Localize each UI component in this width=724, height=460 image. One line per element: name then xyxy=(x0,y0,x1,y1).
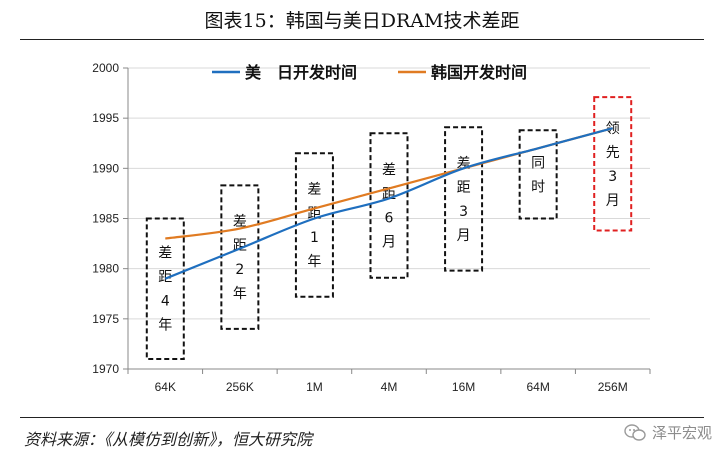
x-tick-label: 1M xyxy=(306,380,323,394)
x-tick-label: 256M xyxy=(598,380,628,394)
annotation-char: 年 xyxy=(307,254,321,270)
series-lines xyxy=(164,127,613,280)
annotation-char: 距 xyxy=(457,180,471,196)
chart-area: 1970 1975 1980 1985 1990 1995 2000 64K 256K 1M 4M… xyxy=(92,61,651,394)
annotation-char: 差 xyxy=(233,214,247,230)
x-tick-label: 16M xyxy=(452,380,475,394)
annotation-box xyxy=(518,129,558,220)
annotation-char: 3 xyxy=(459,204,468,220)
y-tick-label: 1970 xyxy=(92,362,119,376)
annotation-char: 差 xyxy=(307,182,321,198)
title-rule xyxy=(20,39,704,40)
annotation-box xyxy=(145,217,185,360)
annotation-box xyxy=(294,152,334,298)
y-tick-label: 1985 xyxy=(92,212,119,226)
legend-label: 美 日开发时间 xyxy=(245,63,357,82)
x-tick-labels: 64K 256K 1M 4M 16M 64M 256M xyxy=(155,380,628,394)
y-tick-label: 1995 xyxy=(92,111,119,125)
watermark-text: 泽平宏观 xyxy=(651,424,712,442)
annotation-char: 2 xyxy=(235,262,244,278)
y-tick-label: 1975 xyxy=(92,312,119,326)
y-tick-label: 1980 xyxy=(92,262,119,276)
series-line xyxy=(164,127,613,280)
x-tick-label: 64K xyxy=(155,380,176,394)
x-tick-label: 64M xyxy=(526,380,549,394)
annotation-char: 差 xyxy=(382,162,396,178)
x-tick-label: 256K xyxy=(226,380,254,394)
annotation-char: 差 xyxy=(158,246,172,262)
y-tick-labels: 1970 1975 1980 1985 1990 1995 2000 xyxy=(92,61,119,376)
x-tick-label: 4M xyxy=(381,380,398,394)
annotation-char: 6 xyxy=(385,210,394,226)
annotation-char: 年 xyxy=(233,286,247,302)
annotation-box xyxy=(444,126,484,272)
annotation-box xyxy=(220,184,260,330)
y-tick-label: 2000 xyxy=(92,61,119,75)
axes xyxy=(123,67,651,374)
annotation-char: 月 xyxy=(457,228,471,244)
legend-label: 韩国开发时间 xyxy=(431,63,527,82)
annotation-char: 1 xyxy=(310,230,319,246)
annotation-box xyxy=(369,132,409,279)
annotation-char: 月 xyxy=(382,234,396,250)
legend: 美 日开发时间 韩国开发时间 xyxy=(212,63,527,82)
annotation-char: 月 xyxy=(606,193,620,209)
wechat-icon xyxy=(624,423,646,441)
y-tick-label: 1990 xyxy=(92,161,119,175)
annotation-char: 时 xyxy=(531,179,545,195)
annotation-char: 4 xyxy=(161,294,170,310)
watermark: 泽平宏观 xyxy=(624,422,712,443)
footer-rule xyxy=(20,417,704,418)
annotation-char: 3 xyxy=(608,169,617,185)
annotation-box xyxy=(593,96,633,232)
annotation-char: 同 xyxy=(531,155,545,171)
annotation-char: 年 xyxy=(158,318,172,334)
source-note: 资料来源：《从模仿到创新》，恒大研究院 xyxy=(24,430,313,449)
chart-title: 图表15：韩国与美日DRAM技术差距 xyxy=(204,10,520,32)
annotation-char: 先 xyxy=(606,145,620,161)
